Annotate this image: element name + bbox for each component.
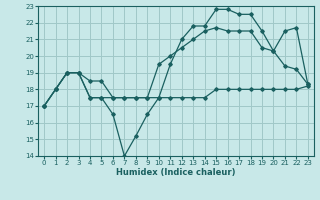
X-axis label: Humidex (Indice chaleur): Humidex (Indice chaleur) [116, 168, 236, 177]
